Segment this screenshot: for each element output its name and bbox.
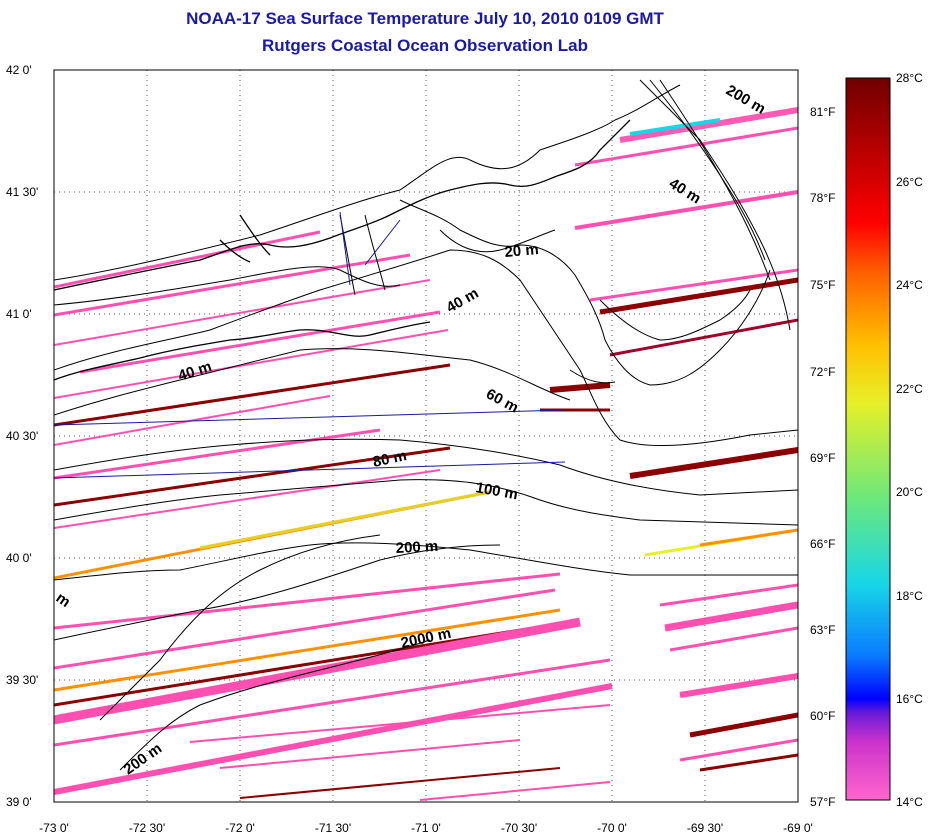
f-label: 78°F xyxy=(810,191,835,205)
colorbar xyxy=(845,77,891,801)
map-title: NOAA-17 Sea Surface Temperature July 10,… xyxy=(186,9,664,28)
lat-label: 39 0' xyxy=(6,795,32,809)
map-subtitle: Rutgers Coastal Ocean Observation Lab xyxy=(262,36,588,55)
lon-label: -69 0' xyxy=(783,821,813,835)
coastline xyxy=(54,119,631,381)
c-label: 18°C xyxy=(896,589,923,603)
lon-label: -73 0' xyxy=(39,821,69,835)
f-label: 60°F xyxy=(810,709,835,723)
lon-label: -70 0' xyxy=(597,821,627,835)
c-label: 16°C xyxy=(896,692,923,706)
lat-label: 39 30' xyxy=(6,673,38,687)
coast-detail xyxy=(439,229,751,384)
f-label: 81°F xyxy=(810,105,835,119)
graticule xyxy=(54,70,798,802)
map-frame xyxy=(53,69,799,803)
lon-label: -71 0' xyxy=(411,821,441,835)
lon-label: -72 30' xyxy=(129,821,165,835)
f-label: 75°F xyxy=(810,278,835,292)
c-label: 14°C xyxy=(896,795,923,809)
c-label: 28°C xyxy=(896,71,923,85)
c-label: 26°C xyxy=(896,175,923,189)
lon-label: -69 30' xyxy=(687,821,723,835)
lat-label: 42 0' xyxy=(6,63,32,77)
f-label: 63°F xyxy=(810,623,835,637)
longitude-labels: -73 0' -72 30' -72 0' -71 30' -71 0' -70… xyxy=(39,821,813,835)
contour-label: 20 m xyxy=(504,241,540,261)
fahrenheit-labels: 81°F 78°F 75°F 72°F 69°F 66°F 63°F 60°F … xyxy=(810,105,835,809)
f-label: 57°F xyxy=(810,795,835,809)
f-label: 69°F xyxy=(810,451,835,465)
sst-swaths xyxy=(54,107,798,801)
c-label: 22°C xyxy=(896,382,923,396)
f-label: 72°F xyxy=(810,365,835,379)
contour-label: 200 m xyxy=(395,538,438,557)
lon-label: -72 0' xyxy=(225,821,255,835)
c-label: 20°C xyxy=(896,485,923,499)
contour-label: 80 m xyxy=(371,447,408,471)
latitude-labels: 42 0' 41 30' 41 0' 40 30' 40 0' 39 30' 3… xyxy=(6,63,38,809)
contours xyxy=(54,79,798,771)
f-label: 66°F xyxy=(810,537,835,551)
lat-label: 40 30' xyxy=(6,429,38,443)
lon-label: -70 30' xyxy=(501,821,537,835)
lat-label: 40 0' xyxy=(6,551,32,565)
lat-label: 41 30' xyxy=(6,185,38,199)
lat-label: 41 0' xyxy=(6,307,32,321)
celsius-labels: 28°C 26°C 24°C 22°C 20°C 18°C 16°C 14°C xyxy=(896,71,923,809)
track-lines xyxy=(54,211,566,479)
c-label: 24°C xyxy=(896,278,923,292)
lon-label: -71 30' xyxy=(315,821,351,835)
